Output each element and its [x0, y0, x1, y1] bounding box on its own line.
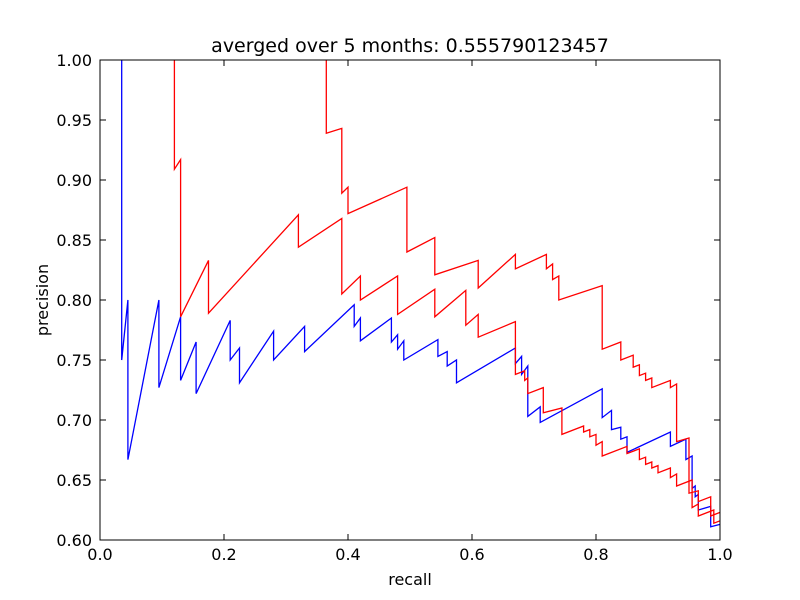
- y-tick-label: 0.60: [56, 531, 92, 550]
- x-tick-label: 0.2: [211, 545, 236, 564]
- x-axis-title: recall: [388, 570, 432, 589]
- x-tick-label: 1.0: [707, 545, 732, 564]
- y-tick-label: 0.95: [56, 111, 92, 130]
- series-line-4: [325, 60, 721, 517]
- y-tick-label: 0.80: [56, 291, 92, 310]
- tick-layer: 0.0 0.2 0.4 0.6 0.8 1.0 0.60 0.65 0.70 0.75 0.80 0.…: [56, 51, 732, 564]
- series-line-2: [180, 213, 721, 525]
- y-axis-title: precision: [33, 264, 52, 336]
- y-tick-label: 0.85: [56, 231, 92, 250]
- chart-title: averged over 5 months: 0.555790123457: [211, 35, 609, 57]
- y-tick-label: 0.90: [56, 171, 92, 190]
- series-layer: [121, 60, 721, 528]
- x-tick-label: 0.6: [459, 545, 484, 564]
- y-tick-label: 0.65: [56, 471, 92, 490]
- x-tick-label: 0.8: [583, 545, 608, 564]
- series-line-3: [173, 60, 182, 317]
- x-tick-label: 0.0: [87, 545, 112, 564]
- y-tick-label: 0.75: [56, 351, 92, 370]
- x-tick-label: 0.4: [335, 545, 360, 564]
- series-line-1: [121, 60, 721, 528]
- y-tick-label: 1.00: [56, 51, 92, 70]
- y-tick-label: 0.70: [56, 411, 92, 430]
